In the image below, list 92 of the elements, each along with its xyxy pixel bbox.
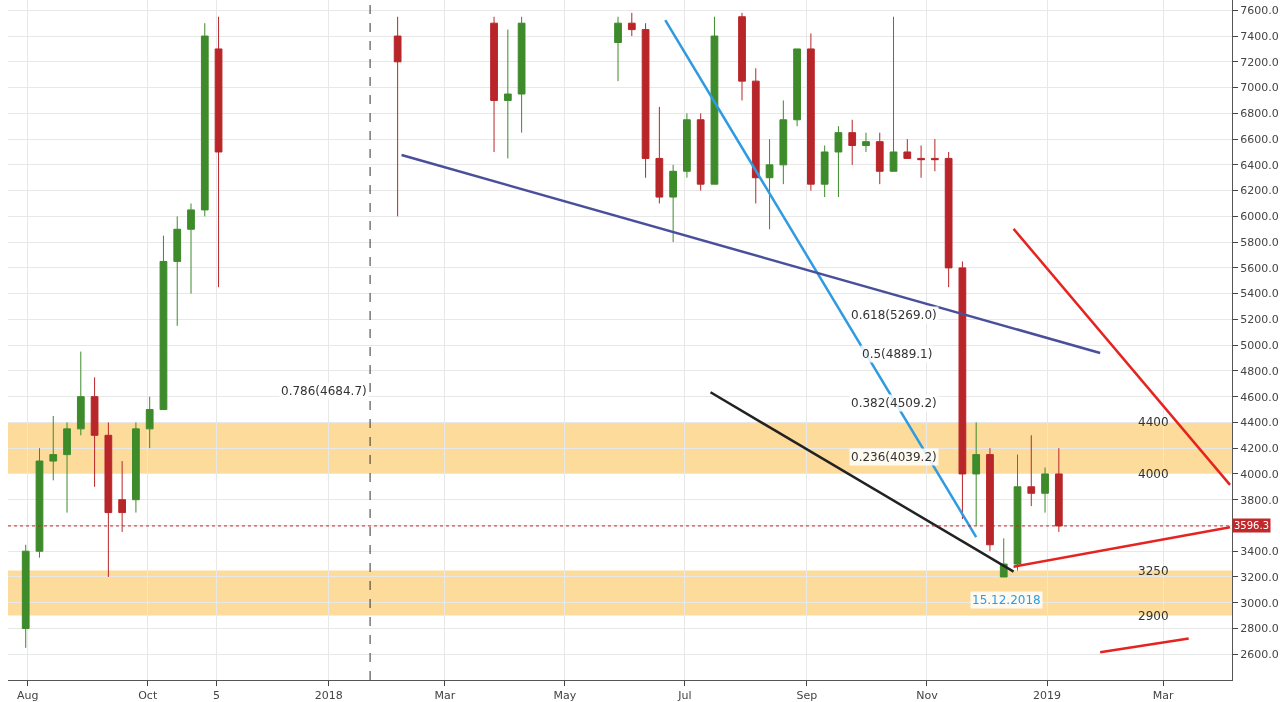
x-tick-label: Mar [434, 689, 456, 702]
y-tick-label: 3800.0 [1240, 493, 1279, 507]
x-tick-label: Sep [796, 689, 818, 702]
x-tick-label: May [553, 689, 577, 702]
annotation: 4400 [1138, 415, 1169, 429]
y-tick-label: 6000.0 [1240, 210, 1279, 224]
y-tick-label: 6600.0 [1240, 132, 1279, 146]
x-tick-label: Aug [16, 689, 39, 702]
candlestick [875, 132, 884, 185]
x-tick-label: 2018 [314, 689, 343, 702]
annotation: 0.236(4039.2) [851, 450, 937, 464]
y-tick-label: 6800.0 [1240, 107, 1279, 121]
candlestick [517, 16, 526, 134]
x-tick-label: Oct [138, 689, 158, 702]
annotation: 4000 [1138, 467, 1169, 481]
candlestick [944, 151, 953, 288]
x-tick-label: Nov [916, 689, 939, 702]
candlestick [765, 138, 774, 230]
candlestick [1041, 467, 1049, 514]
candlestick [145, 396, 154, 449]
candlestick [1027, 434, 1036, 507]
ref-line-label: 3596.3 [1234, 520, 1269, 531]
y-tick-label: 3400.0 [1240, 545, 1279, 559]
candlestick [655, 106, 664, 204]
candlestick [738, 12, 746, 101]
candlestick [862, 132, 870, 153]
annotation: 15.12.2018 [972, 593, 1041, 607]
candlestick [972, 421, 981, 526]
y-tick-label: 4000.0 [1240, 467, 1279, 481]
candlestick [187, 202, 195, 295]
candlestick [669, 164, 678, 243]
candlestick [490, 16, 498, 153]
candlestick [21, 544, 30, 649]
annotation: 3250 [1138, 564, 1169, 578]
candlestick [132, 421, 140, 514]
candlestick [889, 16, 898, 172]
candlestick [63, 421, 71, 514]
candlestick [76, 351, 85, 436]
annotation: 0.618(5269.0) [851, 308, 937, 322]
x-tick-label: 5 [213, 689, 221, 702]
y-tick-label: 2600.0 [1240, 648, 1279, 662]
candlestick [834, 125, 843, 198]
y-tick-label: 7200.0 [1240, 55, 1279, 69]
candlestick [200, 22, 209, 217]
y-tick-label: 5200.0 [1240, 313, 1279, 327]
candlestick [848, 119, 857, 166]
candlestick [793, 48, 801, 127]
x-tick-label: Jul [677, 689, 692, 702]
y-tick-label: 2800.0 [1240, 622, 1279, 636]
candlestick [614, 16, 622, 82]
candlestick [35, 447, 44, 559]
x-tick-label: 2019 [1033, 689, 1062, 702]
y-tick-label: 7000.0 [1240, 81, 1279, 95]
y-tick-label: 7400.0 [1240, 29, 1279, 43]
candlestick [173, 215, 182, 327]
candlestick [930, 138, 939, 172]
y-tick-label: 7600.0 [1240, 4, 1279, 18]
candlestick [917, 145, 925, 179]
annotation: 0.786(4684.7) [281, 384, 367, 398]
candlestick [751, 67, 760, 204]
candlestick [90, 376, 99, 488]
y-tick-label: 4200.0 [1240, 442, 1279, 456]
candlestick [903, 138, 912, 159]
candlestick [696, 112, 705, 192]
y-tick-label: 6200.0 [1240, 184, 1279, 198]
candlestick [683, 112, 691, 179]
candlestick [503, 29, 512, 159]
annotation: 0.382(4509.2) [851, 396, 937, 410]
candlestick [393, 16, 402, 217]
candlestick [779, 99, 788, 185]
y-tick-label: 5000.0 [1240, 339, 1279, 352]
candlestick [641, 22, 650, 179]
y-tick-label: 6400.0 [1240, 158, 1279, 172]
candlestick [627, 12, 636, 37]
candlestick [1013, 454, 1022, 572]
y-tick-label: 5400.0 [1240, 287, 1279, 301]
candlestick [820, 145, 829, 198]
y-tick-label: 5600.0 [1240, 261, 1279, 275]
y-tick-label: 4600.0 [1240, 390, 1279, 404]
y-tick-label: 3200.0 [1240, 570, 1279, 584]
annotation: 0.5(4889.1) [862, 347, 933, 361]
y-tick-label: 3000.0 [1240, 596, 1279, 610]
y-tick-label: 5800.0 [1240, 235, 1279, 249]
y-tick-label: 4800.0 [1240, 364, 1279, 378]
candlestick [49, 415, 58, 481]
annotation: 2900 [1138, 609, 1169, 623]
candlestick [807, 32, 815, 192]
candlestick [159, 235, 168, 411]
y-tick-label: 4400.0 [1240, 416, 1279, 430]
x-tick-label: Mar [1152, 689, 1174, 702]
candlestick [710, 16, 719, 185]
candlestick [958, 260, 967, 520]
